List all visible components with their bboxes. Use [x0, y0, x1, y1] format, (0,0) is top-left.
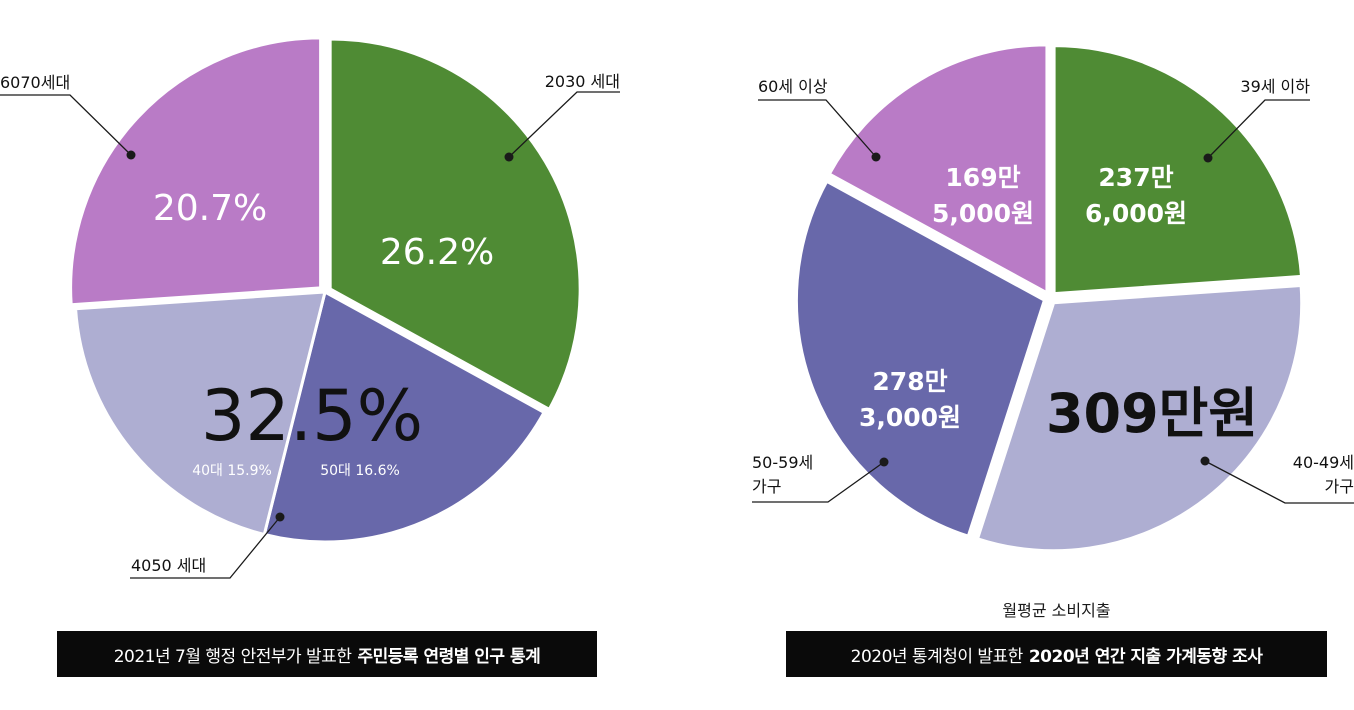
left-category-label-2030: 2030 세대 — [545, 72, 620, 91]
right-category-label-60: 60세 이상 — [758, 77, 828, 96]
left-value-label-2030: 26.2% — [380, 232, 494, 273]
right-slice-1 — [1052, 44, 1303, 296]
right-slice-4 — [827, 43, 1049, 295]
right-leader-39-dot — [1203, 153, 1213, 163]
left-slice-4 — [69, 36, 323, 307]
right-slice-2 — [976, 284, 1304, 553]
left-leader-6070-dot — [126, 150, 136, 160]
right-chart-caption: 2020년 통계청이 발표한 2020년 연간 지출 가계동향 조사 — [786, 631, 1327, 677]
right-category-label-40s: 40-49세 가구 — [1293, 453, 1354, 496]
right-value-label-40s: 309만원 — [1046, 382, 1258, 445]
left-value-label-6070: 20.7% — [153, 188, 267, 229]
left-leader-2030-dot — [504, 152, 514, 162]
left-value-label-40s: 40대 15.9% — [192, 463, 272, 479]
right-slice-3 — [794, 179, 1046, 538]
right-value-label-50s: 278만 3,000원 — [859, 367, 961, 432]
left-group-value-4050: 32.5% — [201, 375, 423, 457]
left-category-label-4050: 4050 세대 — [131, 556, 206, 575]
left-value-label-50s: 50대 16.6% — [320, 463, 400, 479]
left-slice-2 — [262, 290, 546, 544]
right-value-label-39: 237만 6,000원 — [1085, 163, 1187, 228]
right-leader-60-dot — [871, 152, 881, 162]
left-caption-regular: 2021년 7월 행정 안전부가 발표한 — [113, 646, 352, 667]
right-caption-regular: 2020년 통계청이 발표한 — [850, 646, 1024, 667]
left-category-label-6070: 6070세대 — [0, 73, 70, 92]
right-category-label-50s: 50-59세 가구 — [752, 453, 813, 496]
left-leader-4050-line — [130, 516, 281, 579]
left-leader-6070-line — [0, 94, 132, 156]
right-leader-40s-dot — [1200, 456, 1210, 466]
right-leader-50s-dot — [879, 457, 889, 467]
right-value-label-60: 169만 5,000원 — [932, 163, 1034, 228]
left-caption-bold: 주민등록 연령별 인구 통계 — [357, 646, 541, 667]
right-caption-bold: 2020년 연간 지출 가계동향 조사 — [1028, 646, 1263, 667]
left-slice-1 — [328, 37, 582, 411]
right-leader-50s-line — [752, 461, 885, 503]
left-chart-caption: 2021년 7월 행정 안전부가 발표한 주민등록 연령별 인구 통계 — [57, 631, 597, 677]
left-leader-4050-dot — [275, 512, 285, 522]
right-leader-40s-line — [1204, 460, 1354, 504]
right-category-label-39: 39세 이하 — [1240, 77, 1310, 96]
left-leader-2030-line — [508, 91, 620, 158]
right-chart-subtitle: 월평균 소비지출 — [1002, 601, 1111, 620]
left-slice-3 — [74, 290, 327, 537]
right-leader-60-line — [758, 99, 877, 158]
right-leader-39-line — [1207, 99, 1310, 159]
